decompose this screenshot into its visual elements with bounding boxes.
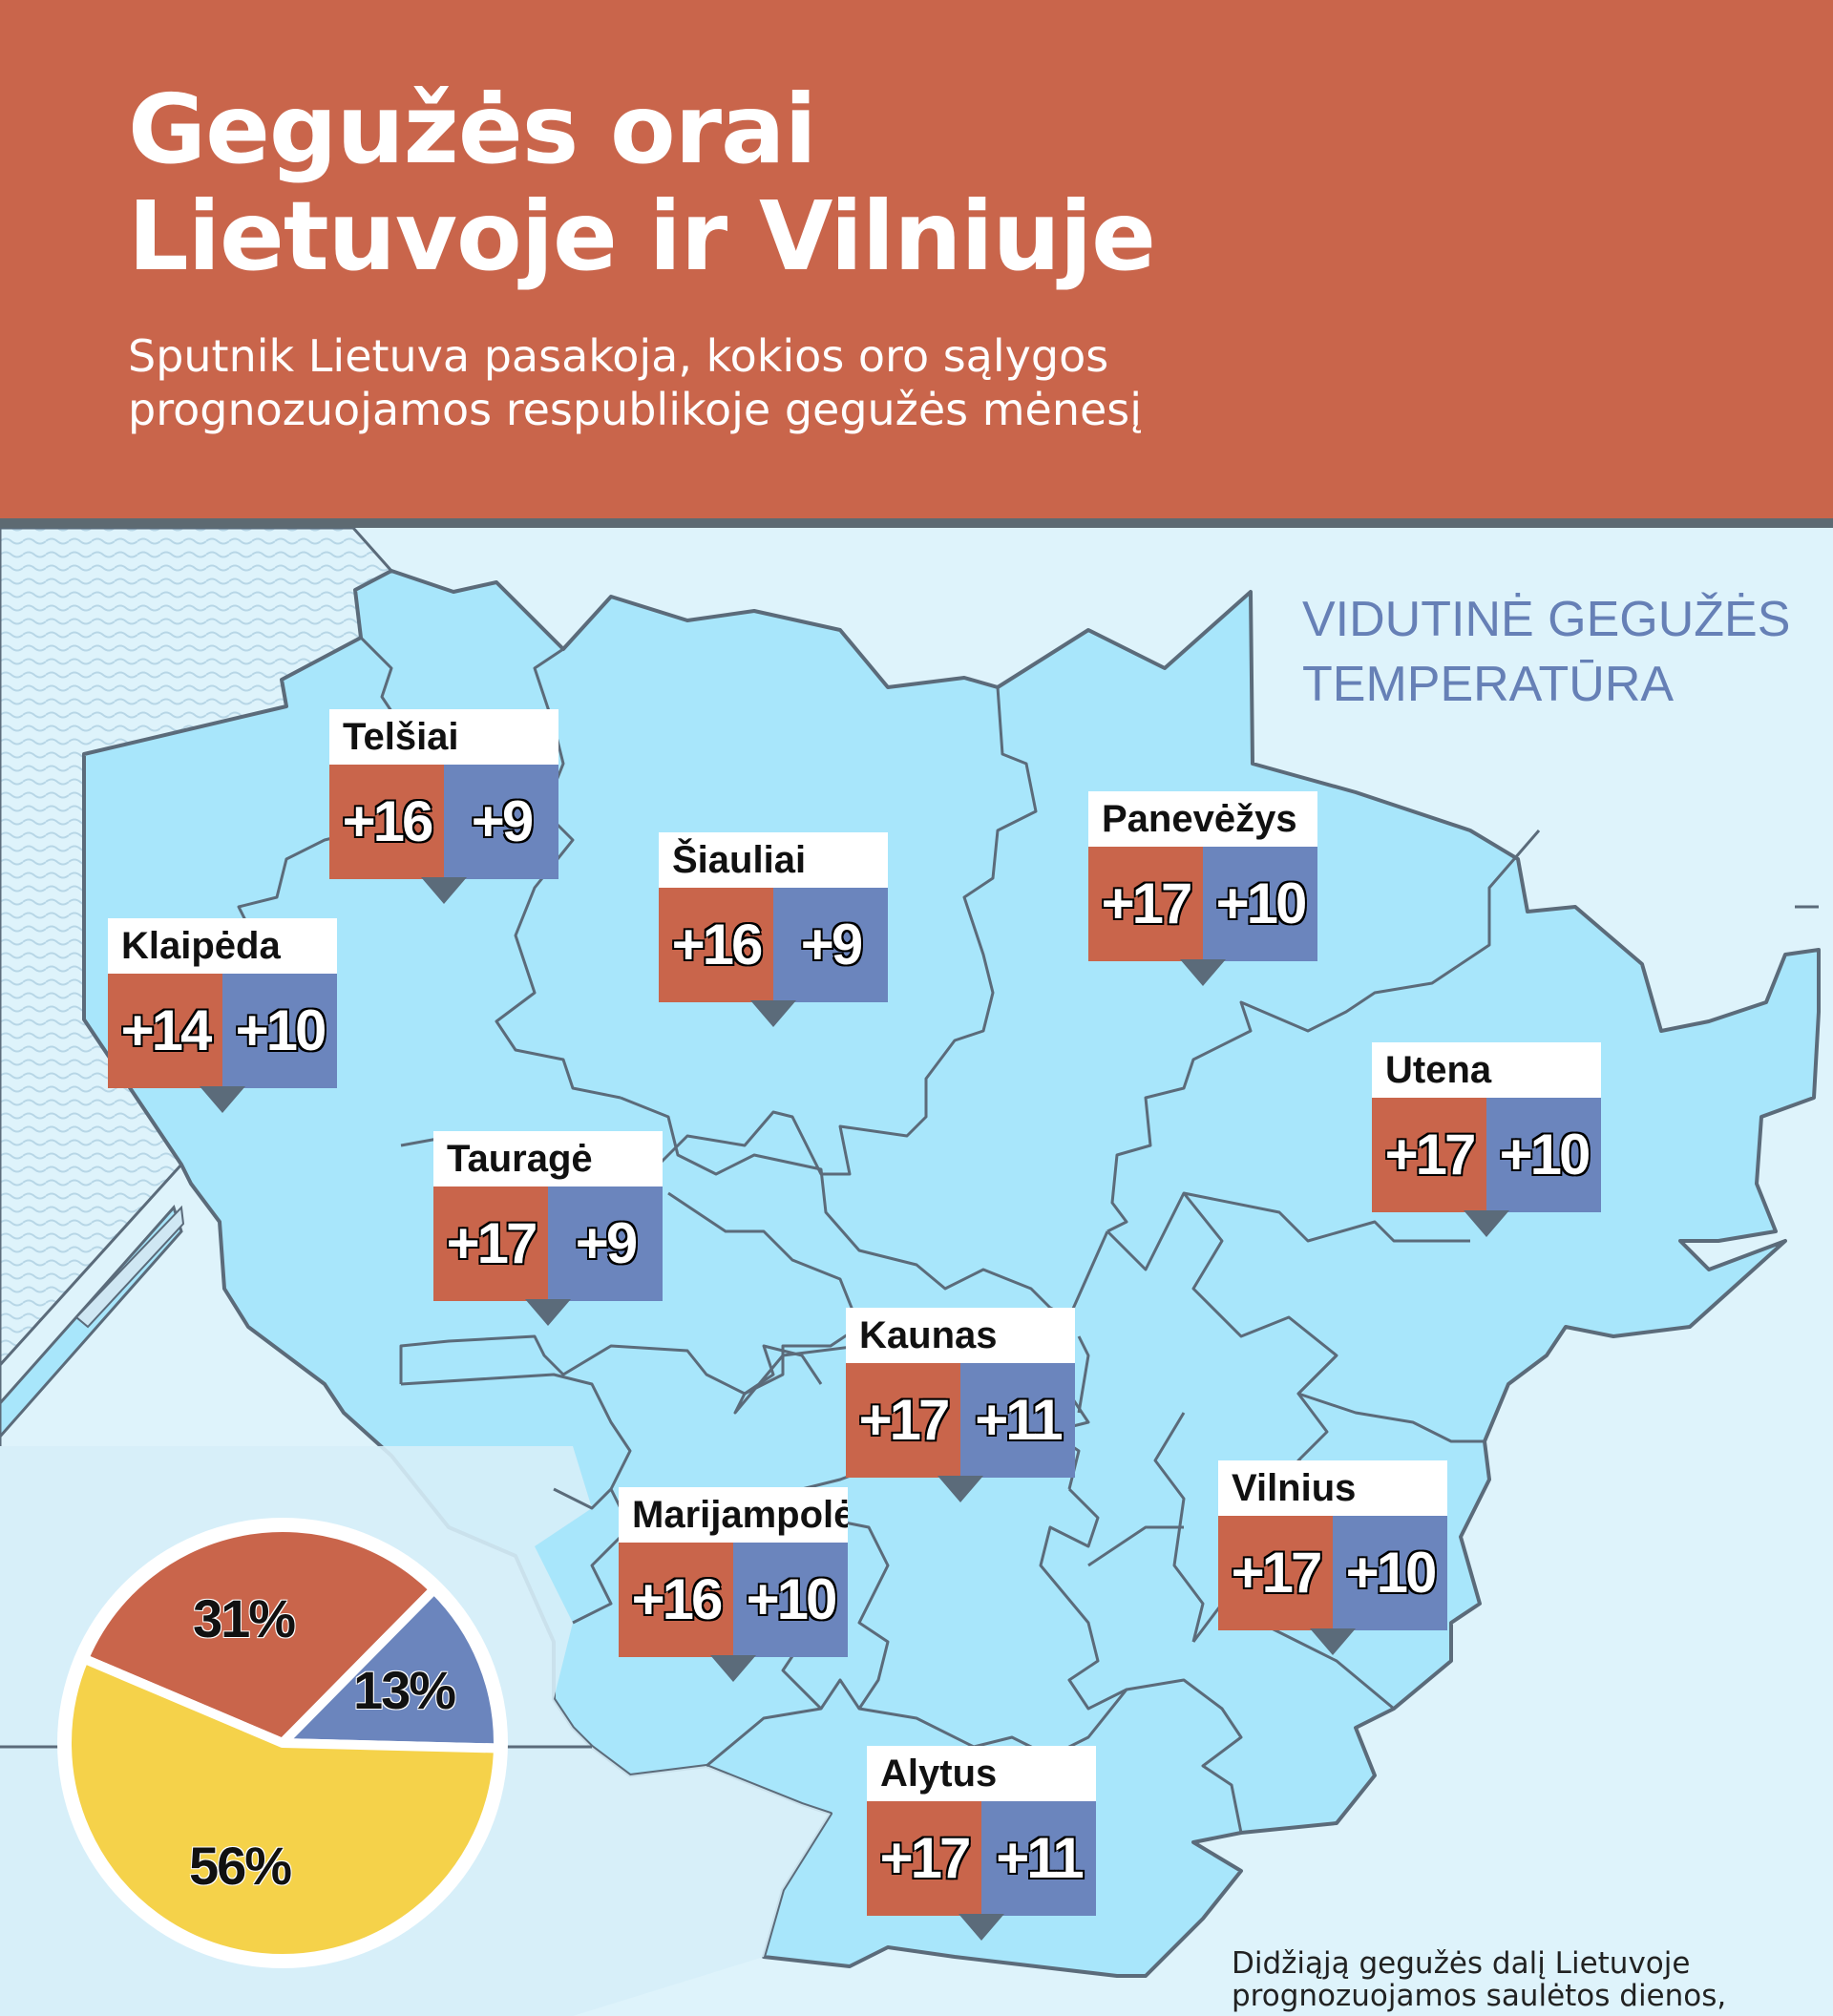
subtitle-line-1: Sputnik Lietuva pasakoja, kokios oro sąl… [128, 330, 1109, 382]
city-badge-kaunas: Kaunas +17 +11 [846, 1308, 1075, 1502]
max-temperature: +16 [619, 1543, 733, 1657]
city-name: Utena [1372, 1042, 1601, 1098]
legend-line-2: TEMPERATŪRA [1302, 657, 1675, 712]
min-temperature: +10 [733, 1543, 848, 1657]
min-temperature: +10 [1203, 847, 1317, 961]
footnote-line-1: Didžiąją gegužės dalį Lietuvoje [1232, 1946, 1691, 1981]
footnote-line-2: prognozuojamos saulėtos dienos, [1232, 1979, 1727, 2013]
location-pointer [710, 1655, 756, 1682]
pie-label-31: 31% [193, 1588, 296, 1648]
footnote: Didžiąją gegužės dalį Lietuvoje prognozu… [1232, 1947, 1823, 2012]
city-badge-vilnius: Vilnius +17 +10 [1218, 1460, 1447, 1655]
city-name: Alytus [867, 1746, 1096, 1801]
location-pointer [200, 1086, 245, 1113]
pie-slice-13 [278, 1585, 503, 1754]
pie-label-13: 13% [353, 1660, 456, 1720]
max-temperature: +16 [329, 765, 444, 879]
city-badge-klaipeda: Klaipėda +14 +10 [108, 918, 337, 1113]
city-badge-panevezys: Panevėžys +17 +10 [1088, 791, 1317, 986]
min-temperature: +9 [548, 1186, 663, 1301]
city-name: Klaipėda [108, 918, 337, 974]
city-badge-utena: Utena +17 +10 [1372, 1042, 1601, 1237]
header-banner: Gegužės orai Lietuvoje ir Vilniuje Sputn… [0, 0, 1833, 518]
city-name: Telšiai [329, 709, 558, 765]
min-temperature: +9 [773, 888, 888, 1002]
max-temperature: +17 [846, 1363, 960, 1478]
min-temperature: +11 [960, 1363, 1075, 1478]
max-temperature: +16 [659, 888, 773, 1002]
location-pointer [750, 1000, 796, 1027]
pie-slices [62, 1522, 503, 1964]
max-temperature: +17 [1088, 847, 1203, 961]
page-title: Gegužės orai Lietuvoje ir Vilniuje [128, 76, 1560, 290]
city-name: Marijampolė [619, 1487, 848, 1543]
min-temperature: +11 [981, 1801, 1096, 1916]
max-temperature: +17 [433, 1186, 548, 1301]
city-badge-taurage: Tauragė +17 +9 [433, 1131, 663, 1326]
title-line-1: Gegužės orai [128, 74, 817, 185]
city-badge-marijampole: Marijampolė +16 +10 [619, 1487, 848, 1682]
spit-lagoon [74, 1205, 185, 1329]
location-pointer [421, 877, 467, 904]
location-pointer [1464, 1210, 1509, 1237]
city-name: Šiauliai [659, 832, 888, 888]
title-line-2: Lietuvoje ir Vilniuje [128, 180, 1156, 292]
city-name: Vilnius [1218, 1460, 1447, 1516]
min-temperature: +9 [444, 765, 558, 879]
min-temperature: +10 [1486, 1098, 1601, 1212]
max-temperature: +17 [867, 1801, 981, 1916]
location-pointer [938, 1476, 983, 1502]
legend-title: VIDUTINĖ GEGUŽĖS TEMPERATŪRA [1302, 587, 1799, 717]
location-pointer [525, 1299, 571, 1326]
max-temperature: +17 [1218, 1516, 1333, 1630]
page-subtitle: Sputnik Lietuva pasakoja, kokios oro sąl… [128, 329, 1655, 436]
weather-pie-chart [57, 1518, 508, 1968]
location-pointer [959, 1914, 1004, 1941]
city-badge-alytus: Alytus +17 +11 [867, 1746, 1096, 1941]
city-badge-telsiai: Telšiai +16 +9 [329, 709, 558, 904]
city-name: Panevėžys [1088, 791, 1317, 847]
subtitle-line-2: prognozuojamos respublikoje gegužės mėne… [128, 384, 1143, 435]
pie-label-56: 56% [189, 1836, 292, 1896]
location-pointer [1310, 1628, 1356, 1655]
city-badge-siauliai: Šiauliai +16 +9 [659, 832, 888, 1027]
max-temperature: +14 [108, 974, 222, 1088]
location-pointer [1180, 959, 1226, 986]
city-name: Tauragė [433, 1131, 663, 1186]
max-temperature: +17 [1372, 1098, 1486, 1212]
pie-slice-56 [62, 1653, 503, 1964]
header-divider [0, 518, 1833, 528]
legend-line-1: VIDUTINĖ GEGUŽĖS [1302, 592, 1791, 647]
city-name: Kaunas [846, 1308, 1075, 1363]
min-temperature: +10 [222, 974, 337, 1088]
pie-slice-31 [78, 1522, 439, 1748]
min-temperature: +10 [1333, 1516, 1447, 1630]
